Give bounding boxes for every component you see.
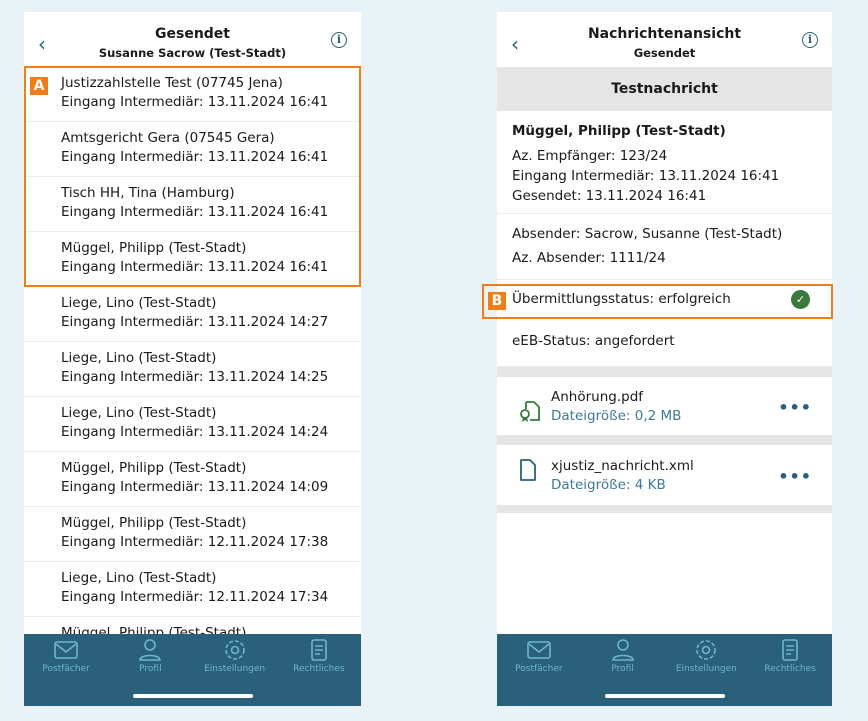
eeb-status: eEB-Status: angefordert bbox=[497, 318, 832, 367]
header: ‹ Gesendet Susanne Sacrow (Test-Stadt) i bbox=[24, 12, 361, 67]
divider bbox=[497, 367, 832, 377]
info-icon[interactable]: i bbox=[331, 32, 347, 48]
date: Eingang Intermediär: 13.11.2024 16:41 bbox=[61, 204, 329, 220]
tab-postfaecher[interactable]: Postfächer bbox=[24, 636, 108, 706]
mail-icon bbox=[527, 641, 551, 659]
tab-profil[interactable]: Profil bbox=[108, 636, 192, 706]
recipient: Müggel, Philipp (Test-Stadt) bbox=[61, 460, 247, 476]
recipient: Liege, Lino (Test-Stadt) bbox=[61, 570, 217, 586]
person-icon bbox=[139, 639, 162, 661]
highlight-b bbox=[482, 284, 833, 319]
date: Eingang Intermediär: 13.11.2024 14:27 bbox=[61, 314, 329, 330]
sent-date: Gesendet: 13.11.2024 16:41 bbox=[512, 188, 707, 204]
recipient: Müggel, Philipp (Test-Stadt) bbox=[61, 515, 247, 531]
list-item[interactable]: Liege, Lino (Test-Stadt) Eingang Intermed… bbox=[24, 287, 361, 342]
back-icon[interactable]: ‹ bbox=[511, 32, 519, 56]
recipient: Liege, Lino (Test-Stadt) bbox=[61, 350, 217, 366]
header: ‹ Nachrichtenansicht Gesendet i bbox=[497, 12, 832, 67]
page-title: Nachrichtenansicht bbox=[587, 26, 742, 42]
list-item[interactable]: Liege, Lino (Test-Stadt) Eingang Intermed… bbox=[24, 562, 361, 617]
status-text: Übermittlungsstatus: erfolgreich bbox=[512, 291, 731, 307]
highlight-label-a: A bbox=[30, 77, 48, 95]
tab-rechtliches[interactable]: Rechtliches bbox=[748, 636, 832, 706]
page-subtitle: Gesendet bbox=[633, 46, 696, 60]
home-indicator[interactable] bbox=[604, 694, 725, 698]
date: Eingang Intermediär: 13.11.2024 14:25 bbox=[61, 369, 329, 385]
date: Eingang Intermediär: 13.11.2024 16:41 bbox=[61, 94, 329, 110]
document-list-icon bbox=[782, 639, 798, 661]
file-name: Anhörung.pdf bbox=[551, 388, 644, 405]
file-name: xjustiz_nachricht.xml bbox=[551, 457, 694, 474]
gear-icon bbox=[696, 640, 717, 660]
list-item[interactable]: Liege, Lino (Test-Stadt) Eingang Intermed… bbox=[24, 342, 361, 397]
date: Eingang Intermediär: 13.11.2024 16:41 bbox=[61, 259, 329, 275]
sender: Absender: Sacrow, Susanne (Test-Stadt) bbox=[512, 226, 783, 242]
message-list-screen: ‹ Gesendet Susanne Sacrow (Test-Stadt) i… bbox=[24, 12, 361, 706]
tab-label: Postfächer bbox=[515, 664, 563, 674]
file-size: Dateigröße: 0,2 MB bbox=[551, 407, 682, 424]
tab-label: Rechtliches bbox=[764, 664, 816, 674]
file-size: Dateigröße: 4 KB bbox=[551, 476, 666, 493]
gear-icon bbox=[224, 640, 245, 660]
home-indicator[interactable] bbox=[132, 694, 253, 698]
az-recipient: Az. Empfänger: 123/24 bbox=[512, 148, 668, 164]
recipient: Müggel, Philipp (Test-Stadt) bbox=[61, 240, 247, 256]
date: Eingang Intermediär: 13.11.2024 14:24 bbox=[61, 424, 329, 440]
document-icon bbox=[520, 459, 536, 481]
more-options-icon[interactable]: ••• bbox=[778, 398, 812, 417]
date: Eingang Intermediär: 13.11.2024 16:41 bbox=[61, 149, 329, 165]
message-detail-screen: ‹ Nachrichtenansicht Gesendet i Testnach… bbox=[497, 12, 832, 706]
tab-label: Profil bbox=[611, 664, 634, 674]
tab-label: Rechtliches bbox=[293, 664, 345, 674]
date: Eingang Intermediär: 13.11.2024 14:09 bbox=[61, 479, 329, 495]
tab-profil[interactable]: Profil bbox=[581, 636, 665, 706]
recipient: Justizzahlstelle Test (07745 Jena) bbox=[61, 75, 283, 91]
tab-rechtliches[interactable]: Rechtliches bbox=[277, 636, 361, 706]
divider bbox=[497, 435, 832, 445]
divider bbox=[497, 505, 832, 513]
attachment-item[interactable]: Anhörung.pdf Dateigröße: 0,2 MB ••• bbox=[497, 377, 832, 435]
subject: Testnachricht bbox=[497, 67, 832, 111]
tab-einstellungen[interactable]: Einstellungen bbox=[665, 636, 749, 706]
tab-label: Einstellungen bbox=[204, 664, 266, 674]
list-item[interactable]: Justizzahlstelle Test (07745 Jena) Eingan… bbox=[24, 67, 361, 122]
info-icon[interactable]: i bbox=[802, 32, 818, 48]
signed-document-icon bbox=[520, 401, 540, 422]
more-options-icon[interactable]: ••• bbox=[778, 467, 812, 486]
recipient: Müggel, Philipp (Test-Stadt) bbox=[512, 123, 726, 139]
tab-bar: Postfächer Profil Einstellungen Rechtlic… bbox=[24, 634, 361, 706]
recipient-section: Müggel, Philipp (Test-Stadt) Az. Empfäng… bbox=[497, 111, 832, 214]
received-date: Eingang Intermediär: 13.11.2024 16:41 bbox=[512, 168, 780, 184]
tab-bar: Postfächer Profil Einstellungen Rechtlic… bbox=[497, 634, 832, 706]
highlight-a bbox=[24, 66, 361, 287]
recipient: Liege, Lino (Test-Stadt) bbox=[61, 295, 217, 311]
back-icon[interactable]: ‹ bbox=[38, 32, 46, 56]
tab-postfaecher[interactable]: Postfächer bbox=[497, 636, 581, 706]
tab-label: Einstellungen bbox=[675, 664, 737, 674]
list-item[interactable]: Liege, Lino (Test-Stadt) Eingang Intermed… bbox=[24, 397, 361, 452]
attachment-item[interactable]: xjustiz_nachricht.xml Dateigröße: 4 KB ••… bbox=[497, 445, 832, 505]
page-subtitle: Susanne Sacrow (Test-Stadt) bbox=[98, 46, 287, 60]
list-item[interactable]: Müggel, Philipp (Test-Stadt) Eingang Inte… bbox=[24, 507, 361, 562]
date: Eingang Intermediär: 12.11.2024 17:34 bbox=[61, 589, 329, 605]
list-item[interactable]: Amtsgericht Gera (07545 Gera) Eingang Int… bbox=[24, 122, 361, 177]
recipient: Amtsgericht Gera (07545 Gera) bbox=[61, 130, 275, 146]
sender-section: Absender: Sacrow, Susanne (Test-Stadt) A… bbox=[497, 214, 832, 280]
date: Eingang Intermediär: 12.11.2024 17:38 bbox=[61, 534, 329, 550]
person-icon bbox=[611, 639, 634, 661]
document-list-icon bbox=[311, 639, 327, 661]
page-title: Gesendet bbox=[155, 26, 230, 42]
list-item[interactable]: Müggel, Philipp (Test-Stadt) Eingang Inte… bbox=[24, 452, 361, 507]
check-circle-icon: ✓ bbox=[791, 290, 810, 309]
mail-icon bbox=[54, 641, 78, 659]
list-item[interactable]: Tisch HH, Tina (Hamburg) Eingang Intermed… bbox=[24, 177, 361, 232]
tab-label: Postfächer bbox=[42, 664, 90, 674]
recipient: Tisch HH, Tina (Hamburg) bbox=[61, 185, 235, 201]
az-sender: Az. Absender: 1111/24 bbox=[512, 250, 666, 266]
recipient: Liege, Lino (Test-Stadt) bbox=[61, 405, 217, 421]
highlight-label-b: B bbox=[488, 292, 506, 310]
tab-einstellungen[interactable]: Einstellungen bbox=[193, 636, 277, 706]
tab-label: Profil bbox=[139, 664, 162, 674]
